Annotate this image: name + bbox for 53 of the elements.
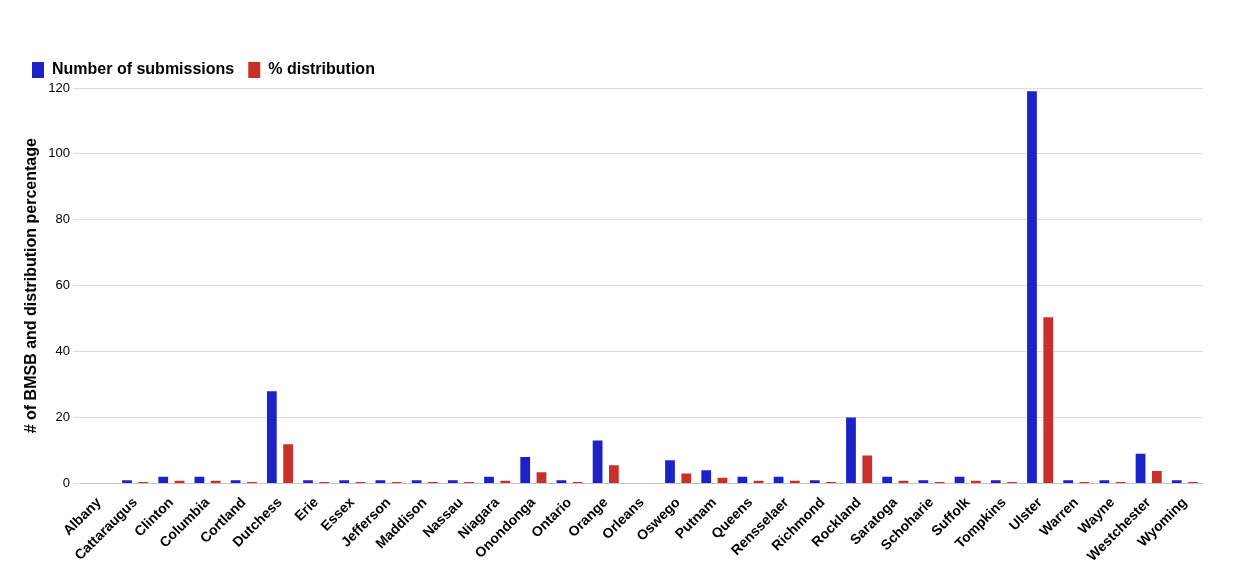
bar <box>681 473 692 483</box>
bar <box>1135 453 1146 483</box>
bar <box>701 470 712 483</box>
bar <box>954 476 965 483</box>
bar <box>411 480 422 483</box>
bar <box>773 476 784 483</box>
bar <box>447 480 458 483</box>
bar <box>737 476 748 483</box>
bar <box>158 476 169 483</box>
legend-label: % distribution <box>268 60 375 78</box>
bar <box>970 480 981 483</box>
bar <box>1171 480 1182 483</box>
bar <box>484 476 494 483</box>
bar <box>753 480 764 483</box>
y-tick-label: 120 <box>48 79 70 95</box>
bar <box>592 440 603 483</box>
bar <box>609 465 619 483</box>
bar <box>1151 470 1162 483</box>
y-tick-label: 20 <box>55 409 70 425</box>
x-tick-label: Erie <box>290 493 322 524</box>
bar <box>266 391 277 483</box>
bar <box>862 455 873 483</box>
bar <box>918 480 929 483</box>
bar <box>1027 91 1037 483</box>
y-tick-label: 40 <box>55 343 70 359</box>
bar <box>789 480 800 483</box>
y-tick-label: 0 <box>62 475 70 491</box>
bar <box>990 480 1001 483</box>
y-tick-label: 80 <box>55 211 70 227</box>
y-tick-label: 60 <box>55 277 70 293</box>
bar <box>520 457 531 483</box>
bar <box>500 480 511 483</box>
bar <box>882 476 893 483</box>
bar <box>1099 480 1110 483</box>
bar <box>375 480 386 483</box>
bar <box>210 480 221 483</box>
bar <box>283 444 294 483</box>
y-tick-label: 100 <box>48 145 70 161</box>
y-axis-title: # of BMSB and distribution percentage <box>22 138 40 434</box>
bar <box>717 477 728 483</box>
bar <box>339 480 350 483</box>
legend-label: Number of submissions <box>52 60 235 78</box>
bar <box>809 480 820 483</box>
bar <box>230 480 241 483</box>
bar <box>556 480 567 483</box>
bar <box>536 472 547 483</box>
bar <box>1063 480 1074 483</box>
bar <box>1043 317 1054 483</box>
bar <box>846 417 856 483</box>
bar <box>303 480 313 483</box>
bar <box>122 480 132 483</box>
bar <box>665 460 675 483</box>
bar <box>194 476 205 483</box>
